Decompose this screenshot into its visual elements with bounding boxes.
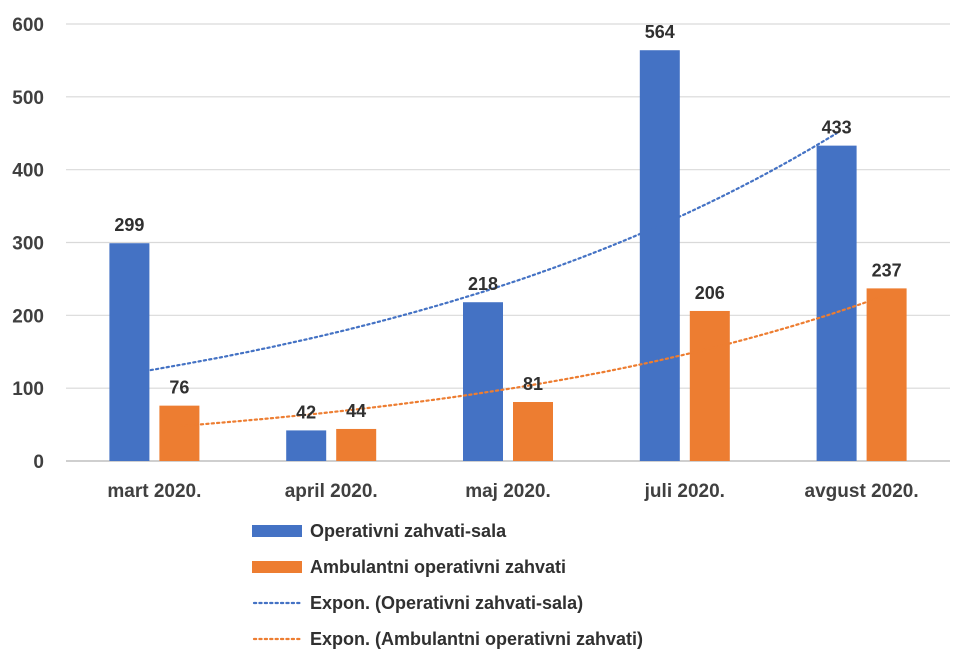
bar: [513, 402, 553, 461]
bar: [463, 302, 503, 461]
bar: [689, 310, 730, 461]
trendlines: [128, 132, 888, 428]
bar: [159, 405, 200, 461]
bar: [109, 243, 150, 461]
bar: [816, 145, 857, 462]
data-label: 76: [169, 378, 189, 398]
y-axis: 0 100 200 300 400 500 600: [12, 15, 44, 473]
data-label: 42: [296, 402, 316, 422]
y-tick-label: 200: [12, 306, 44, 327]
data-label: 218: [468, 274, 498, 294]
data-label: 237: [872, 260, 902, 280]
data-label: 81: [523, 374, 543, 394]
bar: [336, 428, 377, 461]
x-tick-label: avgust 2020.: [805, 481, 919, 502]
bar: [286, 430, 327, 461]
x-tick-label: maj 2020.: [465, 481, 551, 502]
legend-label: Ambulantni operativni zahvati: [310, 557, 566, 577]
data-label: 564: [645, 22, 675, 42]
bar: [866, 288, 907, 461]
bar: [639, 50, 680, 461]
data-label: 299: [114, 215, 144, 235]
y-tick-label: 0: [33, 452, 44, 473]
y-tick-label: 600: [12, 15, 44, 36]
x-tick-label: mart 2020.: [107, 481, 201, 502]
legend-label: Expon. (Ambulantni operativni zahvati): [310, 629, 643, 649]
x-axis: mart 2020. april 2020. maj 2020. juli 2020.…: [107, 481, 918, 502]
gridlines: [66, 23, 950, 462]
data-label: 206: [695, 283, 725, 303]
y-tick-label: 400: [12, 161, 44, 182]
legend: Operativni zahvati-sala Ambulantni operat…: [252, 521, 643, 649]
legend-label: Operativni zahvati-sala: [310, 521, 507, 541]
bars: [109, 50, 907, 462]
x-tick-label: april 2020.: [285, 481, 378, 502]
trendline: [178, 293, 888, 428]
y-tick-label: 100: [12, 379, 44, 400]
legend-swatch: [252, 561, 302, 573]
x-tick-label: juli 2020.: [644, 481, 725, 502]
legend-swatch: [252, 525, 302, 537]
legend-label: Expon. (Operativni zahvati-sala): [310, 593, 583, 613]
trendline: [128, 132, 838, 375]
y-tick-label: 300: [12, 234, 44, 255]
data-labels: 299 76 42 44 218 81 564 206 433 237: [114, 22, 901, 422]
data-label: 433: [822, 118, 852, 138]
data-label: 44: [346, 401, 366, 421]
y-tick-label: 500: [12, 88, 44, 109]
